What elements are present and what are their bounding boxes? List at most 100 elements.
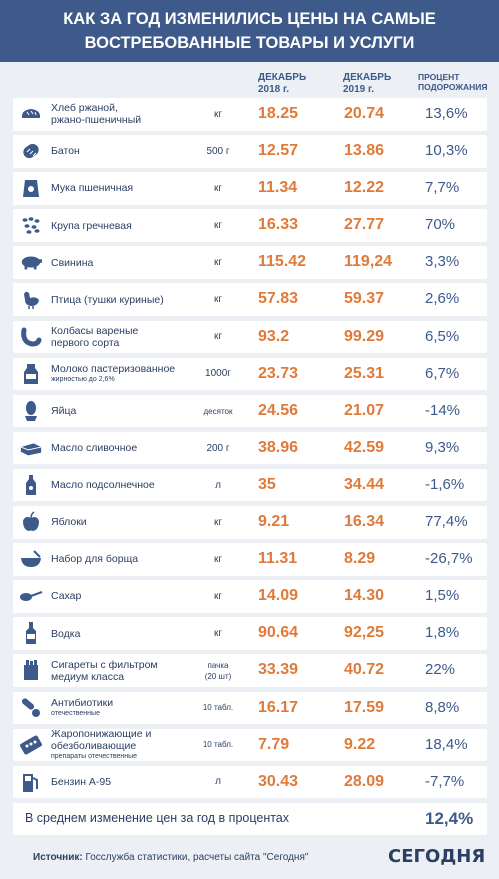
cigarettes-icon — [19, 659, 43, 681]
item-unit: 10 табл. — [188, 692, 248, 725]
item-name: Яблоки — [51, 506, 211, 539]
item-unit: 200 г — [188, 432, 248, 465]
price-dec-2019: 40.72 — [344, 661, 385, 679]
column-header-dec2018-line2: 2018 г. — [258, 84, 289, 95]
item-name-line1: Крупа гречневая — [51, 219, 132, 232]
item-name-line1: Жаропонижающие и — [51, 728, 152, 741]
table-row: Свинина кг 115.42 119,24 3,3% — [13, 246, 487, 279]
price-dec-2018: 11.34 — [258, 179, 298, 197]
summary-row: В среднем изменение цен за год в процент… — [13, 803, 487, 834]
table-row: Сахар кг 14.09 14.30 1,5% — [13, 580, 487, 613]
table-row: Крупа гречневая кг 16.33 27.77 70% — [13, 209, 487, 242]
price-change-percent: -14% — [425, 401, 461, 419]
item-unit-line2: (20 шт) — [204, 671, 232, 681]
item-unit: десяток — [188, 395, 248, 428]
price-dec-2019: 9.22 — [344, 735, 376, 753]
price-change-percent: 10,3% — [425, 142, 468, 160]
item-name-sub: отечественные — [51, 710, 100, 718]
item-name: Хлеб ржаной, ржано-пшеничный — [51, 98, 211, 131]
item-unit: кг — [188, 617, 248, 650]
item-unit: кг — [188, 580, 248, 613]
item-unit-line1: кг — [213, 628, 223, 640]
price-dec-2018: 7.79 — [258, 735, 290, 753]
segodnya-logo: СЕГОДНЯ — [388, 846, 486, 867]
price-change-percent: 13,6% — [425, 105, 468, 122]
price-dec-2019: 17.59 — [344, 698, 385, 716]
column-header-dec2019-line2: 2019 г. — [343, 84, 374, 95]
item-name: Набор для борща — [51, 543, 211, 576]
item-name-sub: жирностью до 2,6% — [51, 376, 115, 384]
table-row: Мука пшеничная кг 11.34 12.22 7,7% — [13, 172, 487, 205]
price-dec-2018: 14.09 — [258, 587, 299, 605]
item-name-sub: препараты отечественные — [51, 753, 138, 761]
price-change-percent: 6,7% — [425, 364, 460, 382]
butter-icon — [19, 437, 43, 459]
item-unit-line1: 200 г — [206, 442, 230, 454]
item-name-line1: Бензин А-95 — [51, 775, 112, 788]
item-unit-line1: л — [215, 479, 221, 491]
item-name: Яйца — [51, 395, 211, 428]
item-name: Крупа гречневая — [51, 209, 211, 242]
item-unit-line1: кг — [213, 331, 223, 343]
item-name: Масло подсолнечное — [51, 469, 211, 502]
table-row: Жаропонижающие и обезболивающие препараты … — [13, 728, 487, 762]
item-name-line1: Сигареты с фильтром — [51, 658, 158, 671]
price-dec-2019: 8.29 — [344, 550, 376, 568]
item-name: Бензин А-95 — [51, 766, 211, 799]
column-header-dec2019: ДЕКАБРЬ 2019 г. — [343, 72, 391, 96]
vodka-bottle-icon — [19, 622, 43, 645]
price-dec-2018: 24.56 — [258, 401, 299, 419]
item-unit-line1: кг — [213, 590, 223, 602]
price-dec-2019: 34.44 — [344, 475, 385, 493]
item-name: Свинина — [51, 246, 211, 279]
column-header-percent-line2: ПОДОРОЖАНИЯ — [418, 82, 488, 92]
flour-bag-icon — [19, 177, 43, 199]
item-unit-line1: десяток — [203, 406, 233, 416]
price-dec-2018: 38.96 — [258, 438, 299, 456]
soup-bowl-icon — [19, 548, 43, 570]
fuel-pump-icon — [19, 771, 43, 793]
table-row: Батон 500 г 12.57 13.86 10,3% — [13, 135, 487, 168]
tablets-blister-icon — [19, 734, 43, 756]
price-change-percent: 2,6% — [425, 290, 460, 308]
item-unit-line1: 1000г — [205, 368, 231, 380]
column-header-dec2019-line1: ДЕКАБРЬ — [343, 72, 392, 83]
item-unit: кг — [188, 321, 248, 354]
grain-icon — [19, 214, 43, 236]
sausage-icon — [19, 326, 43, 348]
price-dec-2019: 20.74 — [344, 105, 385, 122]
item-name: Птица (тушки куриные) — [51, 283, 211, 316]
item-unit: л — [188, 469, 248, 502]
item-unit-line1: 500 г — [206, 145, 230, 157]
price-dec-2019: 12.22 — [344, 179, 385, 197]
table-row: Молоко пастеризованное жирностью до 2,6% 1… — [13, 357, 487, 391]
item-name-line1: Яблоки — [51, 516, 87, 529]
source-text: Госслужба статистики, расчеты сайта "Сег… — [82, 852, 309, 863]
price-table: Хлеб ржаной, ржано-пшеничный кг 18.25 20.74 1… — [13, 98, 487, 840]
item-name-line1: Яйца — [51, 405, 77, 417]
item-name-line2: обезболивающие — [51, 740, 137, 753]
item-name-line2: медиум класса — [51, 670, 125, 683]
price-dec-2019: 99.29 — [344, 327, 385, 345]
loaf-icon — [19, 140, 43, 162]
price-dec-2018: 115.42 — [258, 253, 307, 271]
item-unit: кг — [188, 172, 248, 205]
table-row: Масло подсолнечное л 35 34.44 -1,6% — [13, 468, 487, 502]
item-name: Мука пшеничная — [51, 172, 211, 205]
pills-icon — [19, 697, 43, 719]
item-name-line1: Сахар — [51, 590, 82, 603]
price-dec-2018: 23.73 — [258, 364, 299, 382]
item-name: Колбасы вареные первого сорта — [51, 321, 211, 354]
price-dec-2019: 14.30 — [344, 587, 385, 605]
price-dec-2018: 35 — [258, 475, 276, 493]
table-row: Яблоки кг 9.21 16.34 77,4% — [13, 506, 487, 539]
item-unit: л — [188, 766, 248, 799]
column-header-dec2018-line1: ДЕКАБРЬ — [258, 72, 307, 83]
item-name: Масло сливочное — [51, 432, 211, 465]
item-name-line1: Набор для борща — [51, 553, 139, 566]
item-unit: пачка (20 шт) — [188, 654, 248, 687]
item-name-line1: Птица (тушки куриные) — [51, 293, 164, 306]
item-unit-line1: кг — [213, 553, 223, 565]
item-name-line1: Молоко пастеризованное — [51, 363, 176, 376]
table-row: Птица (тушки куриные) кг 57.83 59.37 2,6% — [13, 283, 487, 316]
